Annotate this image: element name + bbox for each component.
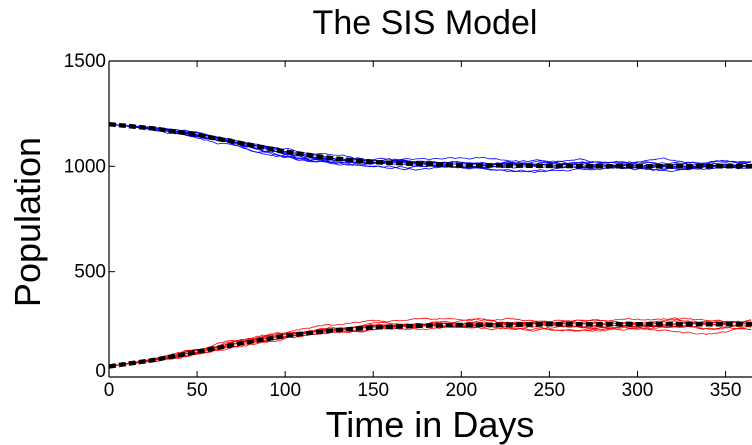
y-axis-label: Population [7,137,48,307]
chart-title: The SIS Model [313,4,538,42]
y-tick-label: 1000 [64,156,106,177]
x-tick-label: 100 [269,380,301,401]
x-tick-label: 200 [445,380,477,401]
infected-run-line [109,322,752,367]
x-tick-label: 300 [622,380,654,401]
susceptible-run-line [109,123,752,169]
susceptible-run-line [109,123,752,172]
axes [108,60,752,378]
x-tick-label: 250 [534,380,566,401]
susceptible-mean-line [109,121,752,169]
plot-area [109,121,752,369]
infected-run-line [109,324,752,367]
x-tick-label: 0 [104,380,115,401]
infected-run-line [109,324,752,367]
infected-mean-line [109,322,752,369]
ticks: 0 50 100 150 200 250 300 350 0 500 1000 1500 [64,51,742,401]
x-tick-label: 350 [710,380,742,401]
susceptible-run-line [109,123,752,166]
y-tick-label: 1500 [64,51,106,72]
x-tick-label: 150 [357,380,389,401]
x-tick-label: 50 [187,380,208,401]
y-tick-label: 0 [95,361,106,382]
y-tick-label: 500 [74,262,106,283]
x-axis-label: Time in Days [326,404,535,445]
